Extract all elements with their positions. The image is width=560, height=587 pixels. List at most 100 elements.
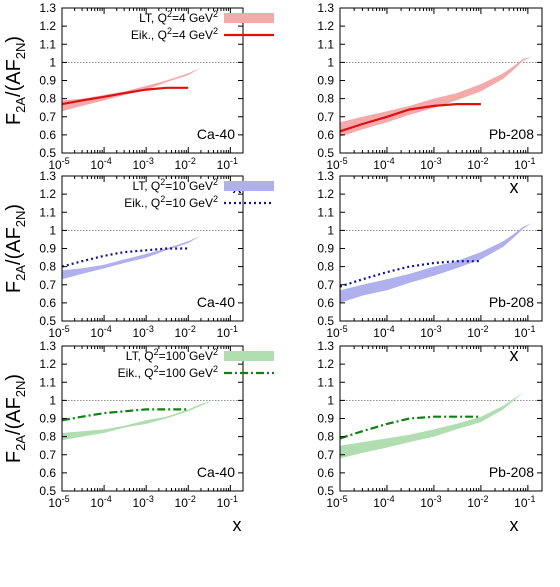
y-label-part: /(AF	[3, 397, 25, 435]
x-tick-label: 10-3	[420, 324, 441, 340]
y-label-part: )	[3, 374, 25, 381]
x-tick-exponent: -5	[62, 324, 70, 334]
y-label-part: /(AF	[3, 227, 25, 265]
legend-superscript: 2	[167, 26, 172, 36]
x-tick-label: 10-4	[373, 494, 394, 510]
y-tick-label: 0.5	[39, 484, 56, 498]
x-tick-base: 10	[326, 158, 340, 172]
y-axis-label: F2A/(AF2N)	[3, 374, 28, 463]
panel-5: 0.50.60.70.80.911.11.21.310-5 10-4 10-3 10-…	[317, 339, 543, 535]
y-label-part: F	[3, 113, 25, 125]
legend-superscript: 2	[160, 194, 165, 204]
x-tick-label: 10-1	[217, 156, 238, 172]
y-tick-label: 0.9	[317, 412, 334, 426]
x-tick-exponent: -2	[188, 156, 196, 166]
x-tick-label: 10-5	[48, 324, 69, 340]
y-tick-label: 0.8	[39, 430, 56, 444]
x-tick-exponent: -5	[62, 494, 70, 504]
legend-label-part: =4 GeV	[172, 11, 213, 25]
x-tick-exponent: -4	[104, 324, 112, 334]
x-tick-base: 10	[175, 496, 189, 510]
y-axis-label: F2A/(AF2N)	[3, 204, 28, 293]
x-tick-base: 10	[217, 496, 231, 510]
legend-label-part: LT, Q	[126, 349, 154, 363]
x-tick-exponent: -5	[340, 156, 348, 166]
y-tick-label: 1.1	[39, 375, 56, 389]
legend-superscript: 2	[167, 9, 172, 19]
legend-label-part: =10 GeV	[165, 196, 213, 210]
y-label-subscript: 2A	[13, 265, 28, 281]
x-tick-label: 10-2	[467, 156, 488, 172]
y-tick-label: 0.6	[317, 296, 334, 310]
lt-band	[62, 230, 214, 280]
x-tick-base: 10	[175, 326, 189, 340]
y-tick-label: 0.6	[39, 296, 56, 310]
lt-band	[340, 391, 532, 459]
y-tick-label: 1.1	[317, 375, 334, 389]
x-tick-exponent: -5	[340, 494, 348, 504]
y-tick-label: 1.2	[317, 187, 334, 201]
y-tick-label: 1	[49, 223, 56, 237]
y-tick-label: 0.7	[317, 278, 334, 292]
y-tick-label: 0.5	[317, 146, 334, 160]
x-tick-base: 10	[217, 158, 231, 172]
lt-band	[62, 400, 214, 441]
x-tick-base: 10	[48, 326, 62, 340]
nucleus-label: Pb-208	[489, 464, 534, 480]
x-tick-label: 10-5	[326, 324, 347, 340]
y-tick-label: 1	[327, 393, 334, 407]
x-tick-label: 10-3	[132, 494, 153, 510]
legend-label-part: =10 GeV	[165, 179, 213, 193]
nucleus-label: Ca-40	[197, 464, 235, 480]
x-tick-base: 10	[90, 496, 104, 510]
panel-3: 0.50.60.70.80.911.11.21.310-5 10-4 10-3 10-…	[317, 169, 543, 365]
nucleus-label: Pb-208	[489, 294, 534, 310]
y-label-subscript: 2N	[13, 381, 28, 398]
x-tick-base: 10	[514, 158, 528, 172]
panel-1: 0.50.60.70.80.911.11.21.310-5 10-4 10-3 10-…	[317, 1, 543, 197]
x-tick-label: 10-5	[48, 156, 69, 172]
y-tick-label: 0.8	[317, 260, 334, 274]
y-label-part: )	[3, 36, 25, 43]
x-tick-exponent: -5	[62, 156, 70, 166]
panel-0: 0.50.60.70.80.911.11.21.310-5 10-4 10-3 10-…	[3, 1, 274, 197]
x-tick-base: 10	[467, 496, 481, 510]
x-tick-exponent: -4	[387, 324, 395, 334]
y-tick-label: 0.6	[39, 128, 56, 142]
x-tick-base: 10	[132, 158, 146, 172]
y-tick-label: 1	[327, 55, 334, 69]
y-label-part: )	[3, 204, 25, 211]
x-tick-base: 10	[132, 496, 146, 510]
x-tick-exponent: -4	[387, 494, 395, 504]
x-tick-label: 10-2	[175, 494, 196, 510]
lt-band	[340, 56, 532, 137]
legend-label-part: =100 GeV	[159, 366, 213, 380]
x-tick-label: 10-4	[373, 156, 394, 172]
y-label-part: /(AF	[3, 59, 25, 97]
y-tick-label: 0.6	[317, 466, 334, 480]
x-tick-exponent: -3	[146, 156, 154, 166]
x-tick-label: 10-4	[373, 324, 394, 340]
x-tick-base: 10	[420, 496, 434, 510]
x-axis-label: x	[510, 515, 519, 535]
y-tick-label: 0.7	[39, 278, 56, 292]
x-tick-base: 10	[175, 158, 189, 172]
x-tick-label: 10-3	[132, 324, 153, 340]
legend-key-band	[224, 181, 274, 191]
y-tick-label: 0.8	[317, 430, 334, 444]
legend-superscript: 2	[213, 9, 218, 19]
y-tick-label: 1.2	[39, 19, 56, 33]
x-tick-label: 10-2	[467, 494, 488, 510]
y-label-subscript: 2N	[13, 211, 28, 228]
legend-label-part: LT, Q	[132, 179, 160, 193]
x-tick-exponent: -3	[434, 324, 442, 334]
x-tick-base: 10	[514, 326, 528, 340]
y-tick-label: 1.2	[39, 357, 56, 371]
y-tick-label: 0.5	[317, 484, 334, 498]
legend-label-part: Eik., Q	[118, 366, 154, 380]
panel-2: 0.50.60.70.80.911.11.21.310-5 10-4 10-3 10-…	[3, 169, 274, 365]
x-tick-base: 10	[514, 496, 528, 510]
x-tick-exponent: -2	[481, 494, 489, 504]
y-tick-label: 0.9	[39, 412, 56, 426]
